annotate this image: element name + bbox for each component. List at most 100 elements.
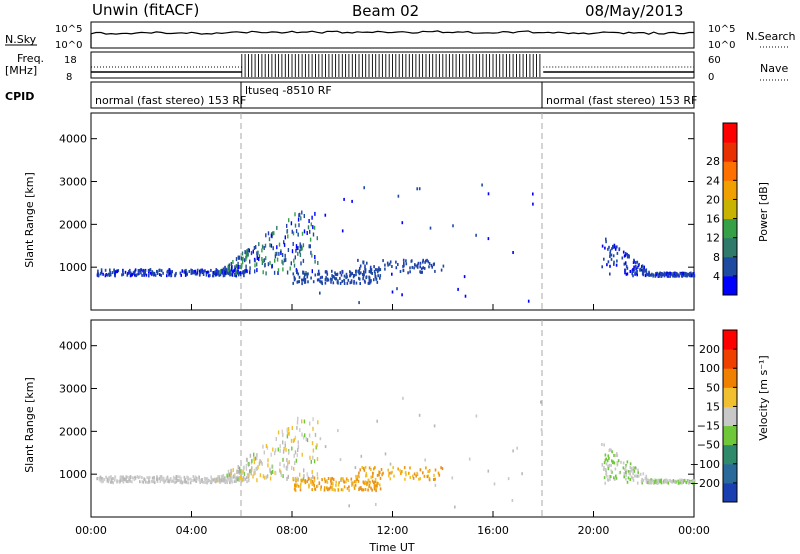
echo-point	[311, 253, 313, 258]
echo-point	[684, 274, 686, 277]
echo-point	[298, 275, 301, 279]
echo-point	[177, 475, 179, 479]
echo-point	[215, 477, 218, 481]
echo-point	[209, 274, 211, 277]
echo-point	[341, 279, 343, 283]
echo-point	[296, 425, 298, 430]
echo-point	[162, 271, 164, 275]
echo-point	[203, 476, 206, 480]
echo-point	[687, 272, 690, 276]
echo-point	[290, 221, 293, 226]
echo-point	[134, 268, 137, 272]
echo-point	[175, 271, 177, 275]
echo-point	[359, 468, 361, 472]
echo-point	[371, 272, 373, 275]
echo-point	[309, 237, 312, 242]
echo-point	[367, 281, 370, 285]
echo-point	[355, 474, 357, 478]
echo-point	[245, 250, 247, 255]
echo-point	[608, 456, 610, 460]
echo-point	[302, 435, 305, 440]
echo-point	[130, 273, 133, 277]
echo-point	[122, 477, 124, 481]
echo-point	[125, 477, 127, 481]
echo-point	[227, 469, 230, 474]
echo-point	[312, 280, 315, 284]
echo-point	[204, 477, 207, 481]
echo-point	[242, 256, 244, 261]
echo-point	[475, 414, 478, 418]
echo-point	[249, 259, 251, 264]
echo-point	[310, 276, 312, 280]
echo-point	[148, 271, 150, 275]
echo-point	[401, 470, 403, 474]
echo-point	[633, 269, 635, 273]
echo-point	[300, 247, 302, 251]
echo-point	[629, 472, 631, 476]
echo-point	[132, 476, 134, 480]
echo-point	[114, 475, 116, 479]
echo-point	[605, 237, 607, 241]
echo-point	[171, 270, 173, 274]
echo-point	[343, 480, 345, 484]
echo-point	[688, 274, 691, 278]
echo-point	[646, 481, 649, 485]
echo-point	[605, 457, 607, 461]
echo-point	[693, 272, 695, 275]
colorbar-tick-label: 16	[706, 213, 720, 226]
echo-point	[298, 213, 300, 218]
echo-point	[614, 245, 616, 249]
echo-point	[357, 479, 360, 483]
echo-point	[286, 434, 289, 439]
echo-point	[308, 484, 310, 488]
echo-point	[106, 479, 109, 483]
echo-point	[262, 270, 264, 275]
echo-point	[311, 441, 314, 446]
echo-point	[262, 258, 265, 263]
echo-point	[372, 471, 374, 475]
echo-point	[186, 477, 189, 481]
echo-point	[441, 467, 444, 471]
echo-point	[685, 272, 687, 276]
echo-point	[311, 215, 313, 220]
echo-point	[239, 466, 241, 471]
echo-point	[420, 271, 422, 274]
echo-point	[388, 471, 390, 475]
echo-point	[643, 269, 645, 273]
echo-point	[222, 473, 225, 478]
echo-point	[324, 213, 327, 217]
echo-point	[428, 262, 431, 265]
echo-point	[269, 467, 271, 472]
echo-point	[271, 264, 273, 269]
echo-point	[356, 477, 359, 481]
echo-point	[311, 479, 314, 483]
echo-point	[256, 262, 258, 267]
echo-point	[649, 479, 651, 483]
echo-point	[364, 482, 366, 485]
echo-point	[224, 481, 226, 485]
echo-point	[324, 445, 327, 449]
echo-point	[629, 270, 632, 273]
echo-point	[296, 478, 299, 482]
colorbar-segment	[723, 161, 737, 181]
echo-point	[601, 244, 604, 248]
echo-point	[403, 261, 405, 265]
echo-point	[672, 479, 675, 483]
echo-point	[274, 254, 277, 259]
echo-point	[314, 259, 316, 264]
echo-point	[234, 473, 236, 478]
echo-point	[407, 271, 409, 275]
echo-point	[174, 477, 176, 480]
echo-point	[293, 453, 295, 458]
echo-point	[397, 467, 399, 471]
colorbar-tick-label: 8	[713, 251, 720, 264]
echo-point	[263, 246, 265, 250]
echo-point	[143, 273, 145, 277]
echo-point	[170, 479, 173, 483]
echo-point	[293, 278, 296, 282]
echo-point	[652, 481, 655, 485]
echo-point	[234, 477, 236, 482]
echo-point	[324, 278, 327, 282]
colorbar-segment	[723, 330, 737, 350]
echo-point	[433, 473, 435, 477]
